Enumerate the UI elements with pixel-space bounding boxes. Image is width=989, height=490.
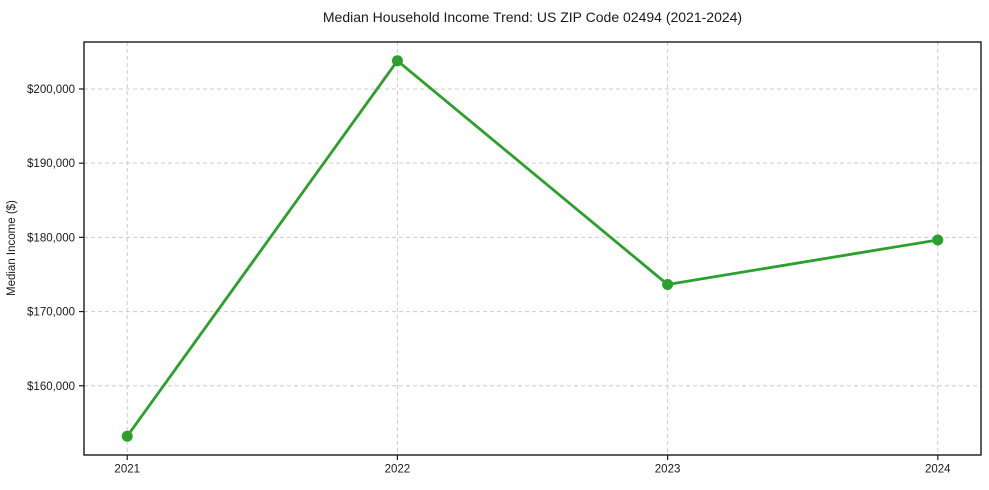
- income-trend-line: [125, 59, 940, 438]
- data-point-2021: [121, 430, 133, 442]
- data-point-2022: [391, 55, 403, 67]
- y-tick-label: $200,000: [27, 84, 75, 96]
- y-tick-label: $190,000: [27, 158, 75, 170]
- y-tick-label: $160,000: [27, 381, 75, 393]
- axis-tick-labels: 2021 2022 2023 2024 $160,000 $170,000 $180,000…: [27, 84, 951, 476]
- x-tick-label: 2023: [655, 464, 681, 476]
- data-point-2023: [662, 278, 674, 290]
- x-tick-label: 2022: [385, 464, 411, 476]
- x-tick-label: 2021: [114, 464, 140, 476]
- gridlines: [84, 42, 981, 455]
- y-tick-label: $170,000: [27, 307, 75, 319]
- y-tick-label: $180,000: [27, 232, 75, 244]
- chart-title: Median Household Income Trend: US ZIP Co…: [322, 9, 743, 25]
- x-tick-label: 2024: [925, 464, 951, 476]
- data-point-2024: [932, 234, 944, 246]
- axis-tick-marks: [79, 88, 939, 460]
- plot-border: [83, 41, 982, 456]
